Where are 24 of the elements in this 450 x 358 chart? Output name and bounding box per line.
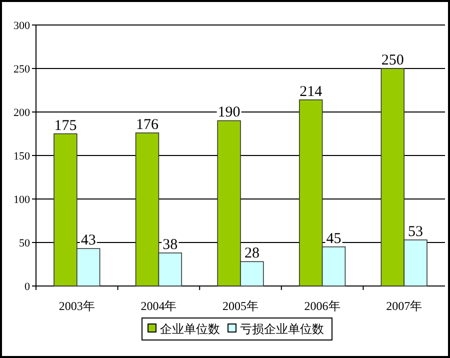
data-label: 175: [54, 118, 77, 134]
y-tick-label: 0: [24, 281, 30, 293]
y-tick-label: 250: [14, 64, 30, 76]
data-label: 28: [244, 246, 260, 262]
y-tick-label: 100: [14, 194, 30, 206]
x-tick-label: 2006年: [304, 299, 340, 313]
x-tick-label: 2007年: [386, 299, 422, 313]
data-label: 53: [408, 224, 424, 240]
data-label: 176: [136, 116, 159, 133]
legend-label: 亏损企业单位数: [240, 322, 324, 336]
data-label: 43: [80, 232, 96, 249]
legend-label: 企业单位数: [160, 322, 220, 336]
x-tick-label: 2005年: [222, 299, 258, 313]
x-tick-label: 2003年: [58, 299, 95, 313]
x-tick-label: 2004年: [140, 299, 177, 313]
data-label: 38: [162, 236, 178, 253]
y-tick-label: 50: [19, 238, 30, 250]
data-label: 250: [381, 52, 404, 68]
data-label: 190: [218, 104, 240, 121]
data-label: 45: [326, 230, 342, 247]
data-label: 214: [300, 84, 323, 100]
y-tick-label: 200: [14, 107, 30, 119]
y-tick-label: 300: [14, 20, 30, 32]
y-tick-label: 150: [14, 150, 30, 162]
